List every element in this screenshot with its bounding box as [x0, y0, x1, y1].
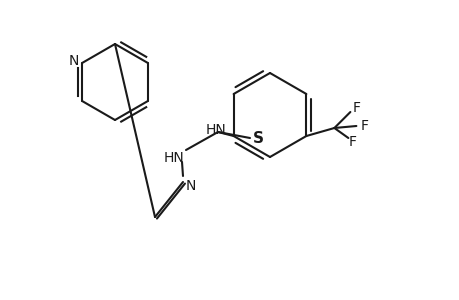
Text: HN: HN [205, 123, 226, 137]
Text: N: N [185, 179, 196, 193]
Text: HN: HN [163, 151, 184, 165]
Text: S: S [252, 130, 263, 146]
Text: F: F [352, 101, 359, 115]
Text: F: F [359, 119, 368, 133]
Text: F: F [347, 135, 356, 149]
Text: N: N [69, 54, 79, 68]
